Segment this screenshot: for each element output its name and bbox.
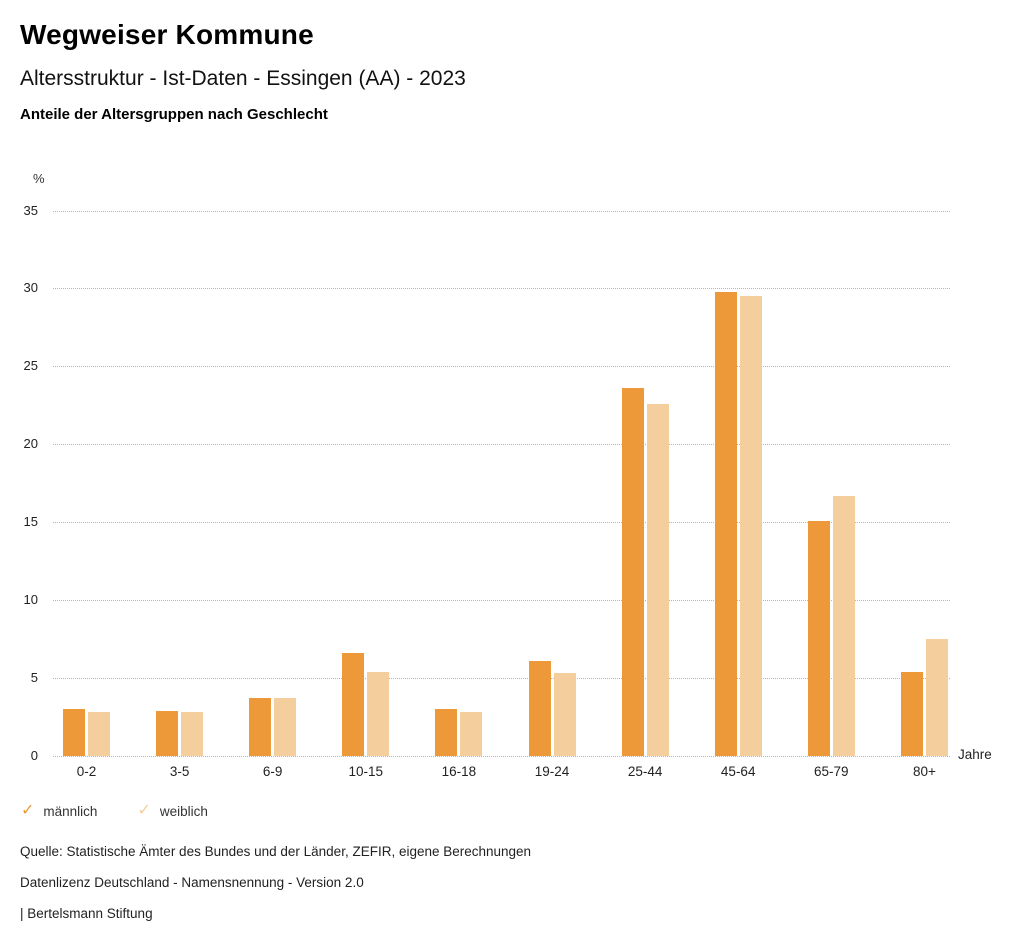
check-icon: ✓ bbox=[21, 802, 35, 819]
x-tick-label: 65-79 bbox=[814, 764, 849, 779]
chart-subheading: Anteile der Altersgruppen nach Geschlech… bbox=[20, 106, 328, 123]
bar-männlich-80+[interactable] bbox=[900, 671, 923, 756]
gridline bbox=[53, 444, 950, 446]
bar-weiblich-0-2[interactable] bbox=[88, 712, 110, 756]
bar-weiblich-25-44[interactable] bbox=[646, 403, 669, 756]
bar-weiblich-80+[interactable] bbox=[925, 639, 948, 756]
legend-item-maennlich[interactable]: ✓ männlich bbox=[21, 803, 97, 819]
bar-männlich-65-79[interactable] bbox=[807, 520, 830, 756]
bar-männlich-6-9[interactable] bbox=[249, 698, 272, 756]
check-icon: ✓ bbox=[137, 802, 151, 819]
gridline bbox=[53, 522, 950, 524]
bar-weiblich-16-18[interactable] bbox=[460, 712, 483, 756]
bar-weiblich-19-24[interactable] bbox=[553, 673, 576, 756]
gridline bbox=[53, 678, 950, 680]
bar-männlich-0-2[interactable] bbox=[63, 709, 85, 756]
x-tick-label: 0-2 bbox=[76, 764, 97, 779]
source-text: Quelle: Statistische Ämter des Bundes un… bbox=[20, 844, 532, 859]
y-tick-label: 20 bbox=[23, 436, 38, 452]
gridline bbox=[53, 756, 950, 757]
y-tick-label: 5 bbox=[30, 670, 38, 686]
y-tick-label: 10 bbox=[23, 592, 38, 608]
x-tick-label: 80+ bbox=[912, 764, 936, 779]
x-tick-label: 25-44 bbox=[627, 764, 663, 779]
x-axis-title: Jahre bbox=[958, 747, 992, 762]
y-axis-unit-label: % bbox=[33, 171, 45, 186]
bar-weiblich-6-9[interactable] bbox=[274, 698, 297, 756]
bar-männlich-3-5[interactable] bbox=[156, 710, 179, 756]
legend-item-weiblich[interactable]: ✓ weiblich bbox=[137, 803, 207, 819]
license-text: Datenlizenz Deutschland - Namensnennung … bbox=[20, 875, 364, 890]
bar-männlich-45-64[interactable] bbox=[714, 291, 737, 756]
bar-männlich-16-18[interactable] bbox=[435, 709, 458, 756]
bar-weiblich-3-5[interactable] bbox=[181, 712, 204, 756]
attribution-text: | Bertelsmann Stiftung bbox=[20, 906, 153, 921]
bar-weiblich-45-64[interactable] bbox=[739, 296, 762, 756]
bar-männlich-19-24[interactable] bbox=[528, 660, 551, 756]
x-tick-label: 6-9 bbox=[262, 764, 283, 779]
bar-weiblich-10-15[interactable] bbox=[367, 671, 390, 756]
page-title: Wegweiser Kommune bbox=[20, 19, 314, 50]
x-tick-label: 3-5 bbox=[169, 764, 190, 779]
gridline bbox=[53, 210, 950, 212]
gridline bbox=[53, 600, 950, 602]
gridline bbox=[53, 366, 950, 368]
gridline bbox=[53, 288, 950, 290]
bar-weiblich-65-79[interactable] bbox=[832, 495, 855, 756]
y-tick-label: 25 bbox=[23, 358, 38, 374]
chart-legend: ✓ männlich ✓ weiblich bbox=[21, 803, 208, 819]
y-tick-label: 30 bbox=[23, 280, 38, 296]
x-tick-label: 16-18 bbox=[441, 764, 477, 779]
x-tick-label: 10-15 bbox=[348, 764, 384, 779]
x-tick-label: 45-64 bbox=[720, 764, 756, 779]
bar-männlich-10-15[interactable] bbox=[342, 653, 365, 756]
y-tick-label: 15 bbox=[23, 514, 38, 530]
y-tick-label: 0 bbox=[30, 748, 38, 763]
legend-label: männlich bbox=[43, 803, 98, 819]
bar-männlich-25-44[interactable] bbox=[621, 388, 644, 756]
legend-label: weiblich bbox=[159, 803, 208, 819]
chart-subtitle: Altersstruktur - Ist-Daten - Essingen (A… bbox=[20, 67, 466, 90]
x-tick-label: 19-24 bbox=[534, 764, 570, 779]
y-tick-label: 35 bbox=[23, 202, 38, 218]
